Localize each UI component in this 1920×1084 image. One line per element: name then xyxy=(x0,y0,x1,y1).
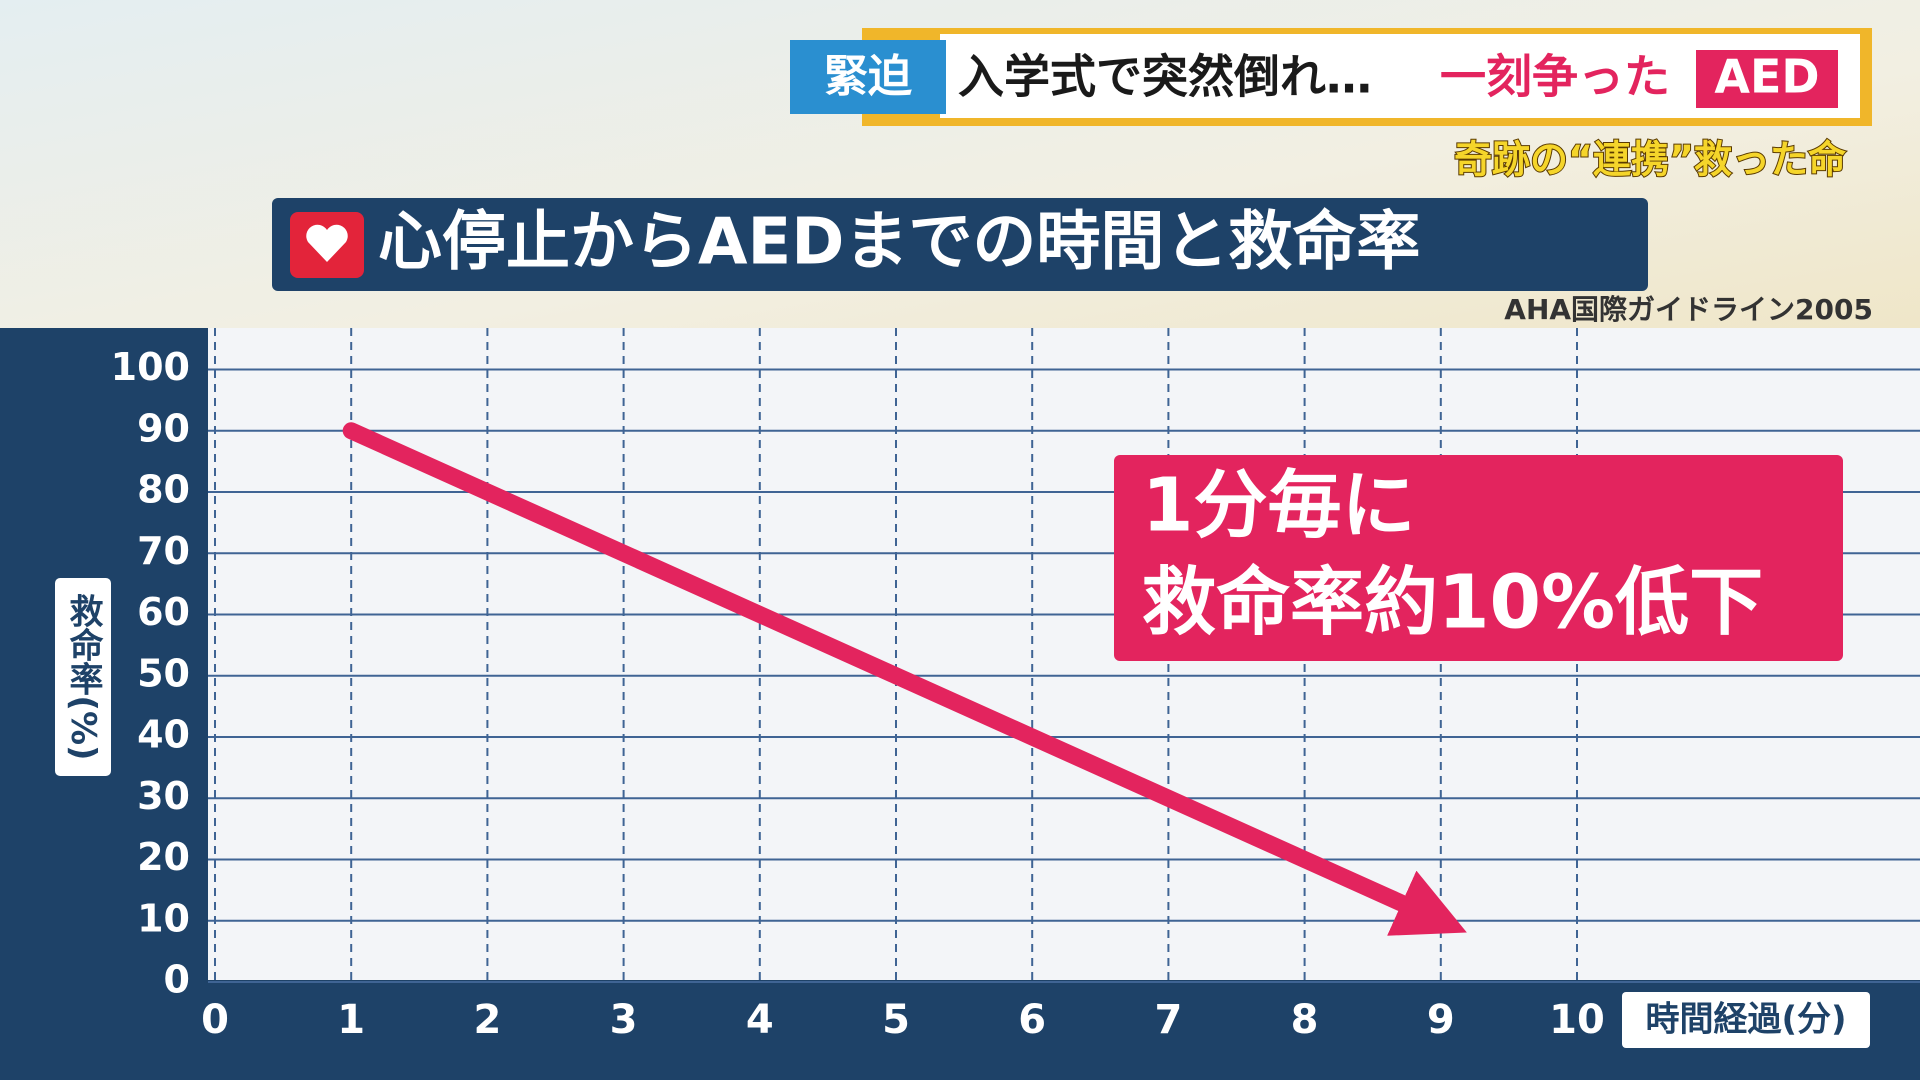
headline: 入学式で突然倒れ… xyxy=(958,50,1372,104)
y-tick-label: 70 xyxy=(137,529,190,573)
x-label-box xyxy=(1622,992,1870,1048)
subheadline: 奇跡の“連携”救った命 xyxy=(1454,138,1846,182)
x-axis-label: 時間経過(分) xyxy=(1645,1000,1846,1040)
y-tick-label: 40 xyxy=(137,713,190,757)
y-tick-label: 10 xyxy=(137,896,190,940)
trend-arrow xyxy=(342,422,1467,936)
x-tick-label: 7 xyxy=(1154,997,1182,1043)
marks xyxy=(342,422,1467,936)
annotation-line: 救命率約10%低下 xyxy=(1142,560,1763,646)
y-tick-label: 100 xyxy=(111,345,190,389)
tag-box xyxy=(790,40,946,114)
x-tick-label: 1 xyxy=(337,997,365,1043)
x-tick-label: 6 xyxy=(1018,997,1046,1043)
y-tick-label: 0 xyxy=(164,958,190,1002)
source: AHA国際ガイドライン2005 xyxy=(1504,293,1873,326)
x-tick-label: 2 xyxy=(473,997,501,1043)
y-tick-label: 20 xyxy=(137,835,190,879)
y-tick-label: 30 xyxy=(137,774,190,818)
y-tick-label: 60 xyxy=(137,590,190,634)
x-tick-label: 4 xyxy=(746,997,774,1043)
tag: 緊迫 xyxy=(824,51,912,102)
y-label-box xyxy=(55,578,111,776)
y-axis-label: 救命率(%) xyxy=(63,593,103,760)
badge-box xyxy=(1696,50,1838,108)
x-tick-label: 5 xyxy=(882,997,910,1043)
x-tick-label: 3 xyxy=(610,997,638,1043)
chart-title: 心停止からAEDまでの時間と救命率 xyxy=(378,206,1420,280)
aed-heart xyxy=(306,224,348,262)
x-tick-label: 9 xyxy=(1427,997,1455,1043)
highlight: 一刻争った xyxy=(1440,50,1670,104)
y-tick-label: 50 xyxy=(137,651,190,695)
x-tick-label: 10 xyxy=(1549,997,1605,1043)
annotation-box xyxy=(1114,455,1843,661)
title-box xyxy=(272,198,1648,291)
badge: AED xyxy=(1714,50,1819,104)
y-tick-label: 80 xyxy=(137,468,190,512)
y-tick-label: 90 xyxy=(137,406,190,450)
x-tick-label: 8 xyxy=(1291,997,1319,1043)
x-tick-label: 0 xyxy=(201,997,229,1043)
annotation-line: 1分毎に xyxy=(1142,463,1416,549)
